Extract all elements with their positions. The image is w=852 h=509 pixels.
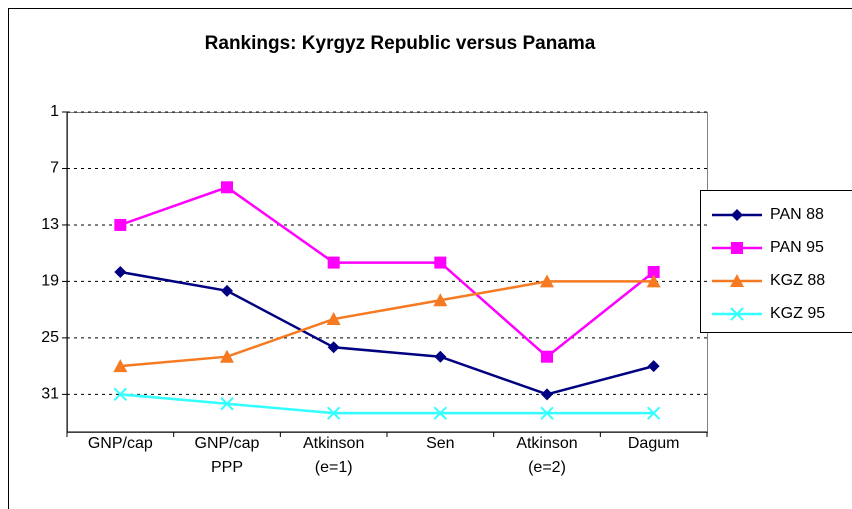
series-line <box>120 393 654 415</box>
marker <box>646 274 661 288</box>
marker <box>647 266 660 278</box>
legend-label: KGZ 95 <box>770 305 825 322</box>
legend-marker <box>731 209 743 221</box>
chart-title: Rankings: Kyrgyz Republic versus Panama <box>205 33 596 54</box>
legend-marker <box>730 274 744 287</box>
x-tick-label: Dagum <box>628 435 680 452</box>
y-tick-label: 19 <box>41 273 59 290</box>
marker <box>434 350 447 363</box>
x-tick-label: Sen <box>426 435 454 452</box>
x-tick-label: GNP/cap PPP <box>195 435 260 476</box>
y-tick-label: 31 <box>41 386 59 403</box>
marker <box>220 397 234 411</box>
marker <box>114 218 127 231</box>
marker <box>646 406 661 420</box>
legend-label: PAN 95 <box>770 239 824 256</box>
marker <box>433 406 448 420</box>
marker <box>541 350 553 363</box>
marker <box>326 406 341 420</box>
series-line <box>120 270 654 396</box>
marker <box>540 406 554 420</box>
marker <box>327 341 340 354</box>
y-tick-label: 7 <box>50 160 59 177</box>
x-tick-label: GNP/cap <box>88 435 153 452</box>
marker <box>327 256 340 269</box>
marker <box>220 349 234 363</box>
marker <box>433 293 448 307</box>
series-line <box>119 185 655 359</box>
marker <box>221 284 233 297</box>
legend-marker <box>730 307 744 321</box>
x-tick-label: Atkinson (e=1) <box>303 435 364 476</box>
marker <box>326 312 341 326</box>
plot-area <box>67 112 708 433</box>
marker <box>647 360 660 373</box>
legend-marker <box>731 242 743 254</box>
marker <box>114 266 127 278</box>
y-tick-label: 13 <box>41 216 59 233</box>
marker <box>113 359 128 373</box>
legend-label: PAN 88 <box>770 206 824 223</box>
marker <box>434 256 447 269</box>
marker <box>541 388 553 401</box>
y-tick-label: 25 <box>41 329 59 346</box>
marker <box>221 181 233 194</box>
marker <box>540 274 554 288</box>
series-line <box>120 280 654 368</box>
marker <box>113 387 128 402</box>
legend-label: KGZ 88 <box>770 272 825 289</box>
y-tick-label: 1 <box>50 103 59 120</box>
x-tick-label: Atkinson (e=2) <box>516 435 577 476</box>
